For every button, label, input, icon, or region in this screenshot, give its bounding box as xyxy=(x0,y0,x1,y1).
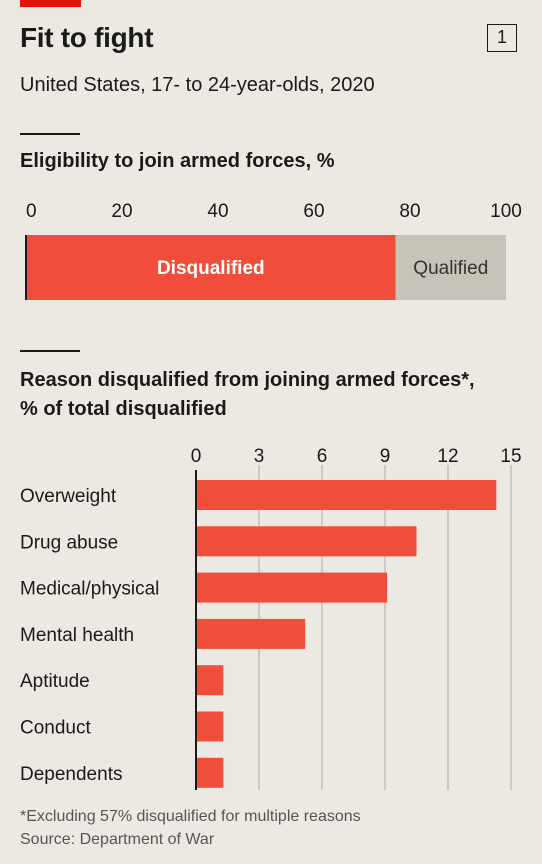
bar xyxy=(196,526,417,557)
category-label: Medical/physical xyxy=(20,579,159,600)
bar xyxy=(196,757,224,788)
chart-number-badge: 1 xyxy=(487,24,517,52)
reasons-panel-title: Reason disqualified from joining armed f… xyxy=(20,366,475,424)
x-tick-label: 0 xyxy=(26,201,37,222)
x-tick-label: 100 xyxy=(490,201,522,222)
segment-label: Disqualified xyxy=(157,258,265,279)
category-label: Dependents xyxy=(20,764,122,785)
x-tick-label: 0 xyxy=(191,446,202,467)
section-rule xyxy=(20,133,80,135)
footer: *Excluding 57% disqualified for multiple… xyxy=(20,805,361,851)
x-tick-label: 80 xyxy=(399,201,420,222)
bar xyxy=(196,665,224,696)
category-label: Mental health xyxy=(20,625,134,646)
bar xyxy=(196,618,306,649)
x-tick-label: 12 xyxy=(437,446,458,467)
x-tick-label: 15 xyxy=(500,446,521,467)
category-label: Conduct xyxy=(20,718,91,739)
reasons-title-line1: Reason disqualified from joining armed f… xyxy=(20,369,475,391)
eligibility-chart: 0 20 40 60 80 100 Disqualified Qualified xyxy=(25,201,522,300)
bar xyxy=(196,711,224,742)
accent-bar xyxy=(20,0,81,7)
x-tick-label: 60 xyxy=(303,201,324,222)
source-note: Source: Department of War xyxy=(20,831,215,848)
bar xyxy=(196,480,497,510)
reasons-chart: 0 3 6 9 12 15 Overweight Drug abuse Medical/phys… xyxy=(20,446,522,790)
x-tick-label: 9 xyxy=(380,446,391,467)
reasons-title-line2: % of total disqualified xyxy=(20,398,227,420)
x-tick-label: 40 xyxy=(207,201,228,222)
chart-title: Fit to fight xyxy=(20,22,154,53)
x-tick-label: 3 xyxy=(254,446,265,467)
bar-segment xyxy=(26,235,396,300)
eligibility-panel-title: Eligibility to join armed forces, % xyxy=(20,150,335,172)
category-label: Overweight xyxy=(20,486,117,507)
chart-subtitle: United States, 17- to 24-year-olds, 2020 xyxy=(20,74,375,96)
section-rule xyxy=(20,350,80,352)
bar-segment xyxy=(395,235,506,300)
segment-label: Qualified xyxy=(413,258,488,279)
x-tick-label: 20 xyxy=(111,201,132,222)
category-label: Drug abuse xyxy=(20,532,118,553)
footnote: *Excluding 57% disqualified for multiple… xyxy=(20,808,361,825)
category-label: Aptitude xyxy=(20,671,90,692)
x-tick-label: 6 xyxy=(317,446,328,467)
bar xyxy=(196,572,388,603)
